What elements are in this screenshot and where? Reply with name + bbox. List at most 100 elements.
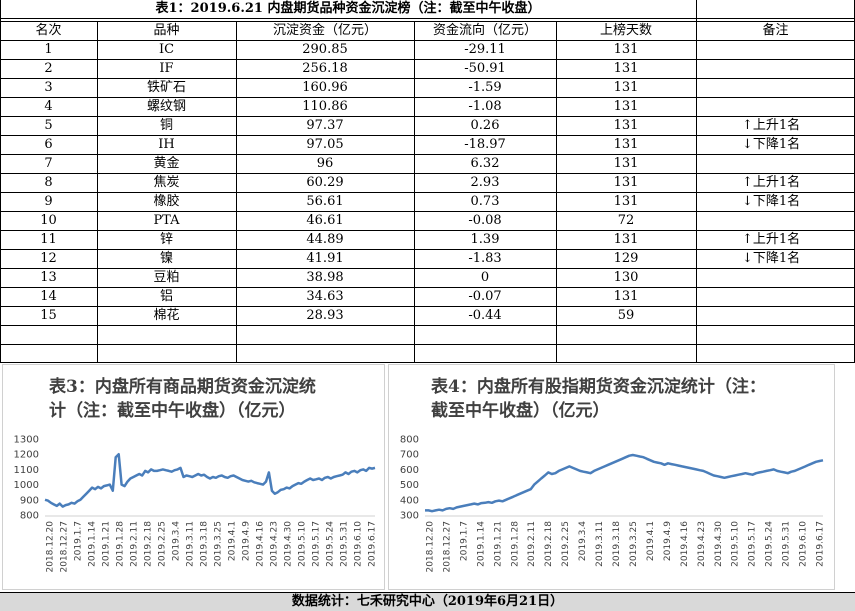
grid-line <box>0 173 855 174</box>
x-tick-label: 2019.4.30 <box>714 521 724 567</box>
grid-line <box>0 211 855 212</box>
cell-flow: 0.73 <box>470 194 500 209</box>
cell-flow: 2.93 <box>470 175 500 190</box>
x-tick-label: 2019.3.4 <box>172 521 182 561</box>
cell-flow: -0.07 <box>468 289 502 304</box>
grid-line <box>0 97 855 98</box>
cell-days: 129 <box>613 251 639 266</box>
cell-days: 131 <box>613 194 639 209</box>
cell-note: ↑上升1名 <box>742 175 801 190</box>
column-header: 品种 <box>153 23 180 38</box>
x-tick-label: 2018.12.27 <box>442 521 452 573</box>
grid-line <box>0 18 855 19</box>
cell-name: 铜 <box>159 118 173 133</box>
cell-rank: 8 <box>44 175 53 190</box>
cell-capital: 28.93 <box>306 308 344 323</box>
cell-flow: -1.08 <box>468 99 502 114</box>
x-tick-label: 2019.2.11 <box>527 521 537 567</box>
y-tick-label: 700 <box>400 450 419 461</box>
x-tick-label: 2019.5.17 <box>312 521 322 567</box>
cell-name: 锌 <box>159 232 173 247</box>
grid-line <box>0 287 855 288</box>
cell-note <box>696 41 855 60</box>
grid-line <box>0 192 855 193</box>
x-tick-label: 2019.4.16 <box>256 521 266 567</box>
column-header: 备注 <box>762 23 789 38</box>
cell-flow: -29.11 <box>464 42 506 57</box>
x-tick-label: 2019.4.30 <box>284 521 294 567</box>
cell-note: ↓下降1名 <box>742 194 801 209</box>
grid-line <box>0 78 855 79</box>
grid-line <box>556 21 557 362</box>
x-tick-label: 2019.5.10 <box>731 521 741 567</box>
cell-flow: 6.32 <box>470 156 500 171</box>
y-tick-label: 600 <box>400 465 419 476</box>
cell-note <box>696 60 855 79</box>
x-tick-label: 2019.4.9 <box>242 521 252 561</box>
x-tick-label: 2018.12.27 <box>60 521 70 573</box>
y-tick-label: 900 <box>20 495 39 506</box>
x-tick-label: 2019.5.24 <box>765 521 775 567</box>
x-tick-label: 2019.1.21 <box>102 521 112 567</box>
table-title: 表1：2019.6.21 内盘期货品种资金沉淀榜（注：截至中午收盘） <box>155 1 541 16</box>
cell-days: 131 <box>613 175 639 190</box>
y-tick-label: 1100 <box>14 465 39 476</box>
cell-days: 131 <box>613 156 639 171</box>
series-line <box>425 453 824 513</box>
cell-name: 螺纹钢 <box>146 99 186 114</box>
x-tick-label: 2019.3.18 <box>612 521 622 567</box>
chart-index-card: 表4：内盘所有股指期货资金沉淀统计（注： 截至中午收盘）（亿元） 300 400 5… <box>388 364 835 590</box>
x-tick-label: 2019.5.31 <box>340 521 350 567</box>
y-tick-label: 500 <box>400 480 419 491</box>
y-tick-label: 1000 <box>14 480 39 491</box>
cell-flow: -0.08 <box>468 213 502 228</box>
x-tick-label: 2019.1.7 <box>74 521 84 561</box>
cell-rank: 12 <box>40 251 57 266</box>
cell-days: 131 <box>613 42 639 57</box>
grid-line <box>0 40 855 41</box>
y-tick-label: 800 <box>400 435 419 446</box>
cell-days: 131 <box>613 232 639 247</box>
cell-rank: 9 <box>44 194 53 209</box>
x-tick-label: 2019.2.25 <box>158 521 168 567</box>
cell-capital: 41.91 <box>306 251 344 266</box>
chart-commodity-card: 表3：内盘所有商品期货资金沉淀统 计（注：截至中午收盘）（亿元） 800 900 1… <box>2 364 385 590</box>
cell-note: ↓下降1名 <box>742 137 801 152</box>
grid-line <box>414 21 415 362</box>
cell-days: 131 <box>613 289 639 304</box>
grid-line <box>0 249 855 250</box>
cell-rank: 2 <box>44 61 53 76</box>
cell-name: IC <box>158 42 175 57</box>
chart-commodity-title: 表3：内盘所有商品期货资金沉淀统 计（注：截至中午收盘）（亿元） <box>49 377 316 421</box>
grid-line <box>0 362 855 363</box>
cell-name: 镍 <box>159 251 173 266</box>
x-tick-label: 2019.3.11 <box>595 521 605 567</box>
series-line <box>44 452 376 508</box>
cell-capital: 97.05 <box>306 137 344 152</box>
cell-rank: 3 <box>44 80 53 95</box>
cell-flow: 0.26 <box>470 118 500 133</box>
x-tick-label: 2018.12.20 <box>46 521 56 573</box>
cell-rank: 5 <box>44 118 53 133</box>
cell-note <box>696 79 855 98</box>
grid-line <box>97 21 98 362</box>
cell-name: 铁矿石 <box>146 80 186 95</box>
cell-note <box>696 269 855 288</box>
x-tick-label: 2019.4.16 <box>680 521 690 567</box>
cell-flow: -50.91 <box>464 61 506 76</box>
y-tick-label: 800 <box>20 511 39 522</box>
grid-line <box>236 21 237 362</box>
column-header: 上榜天数 <box>599 23 652 38</box>
cell-name: 橡胶 <box>153 194 180 209</box>
x-tick-label: 2019.2.18 <box>544 521 554 567</box>
x-tick-label: 2019.1.7 <box>459 521 469 561</box>
x-tick-label: 2019.3.11 <box>186 521 196 567</box>
cell-days: 131 <box>613 99 639 114</box>
cell-note <box>696 288 855 307</box>
grid-line <box>0 344 855 345</box>
cell-flow: -0.44 <box>468 308 502 323</box>
x-tick-label: 2019.4.1 <box>646 521 656 561</box>
cell-flow: -1.59 <box>468 80 502 95</box>
grid-line <box>0 325 855 326</box>
grid-line <box>0 135 855 136</box>
